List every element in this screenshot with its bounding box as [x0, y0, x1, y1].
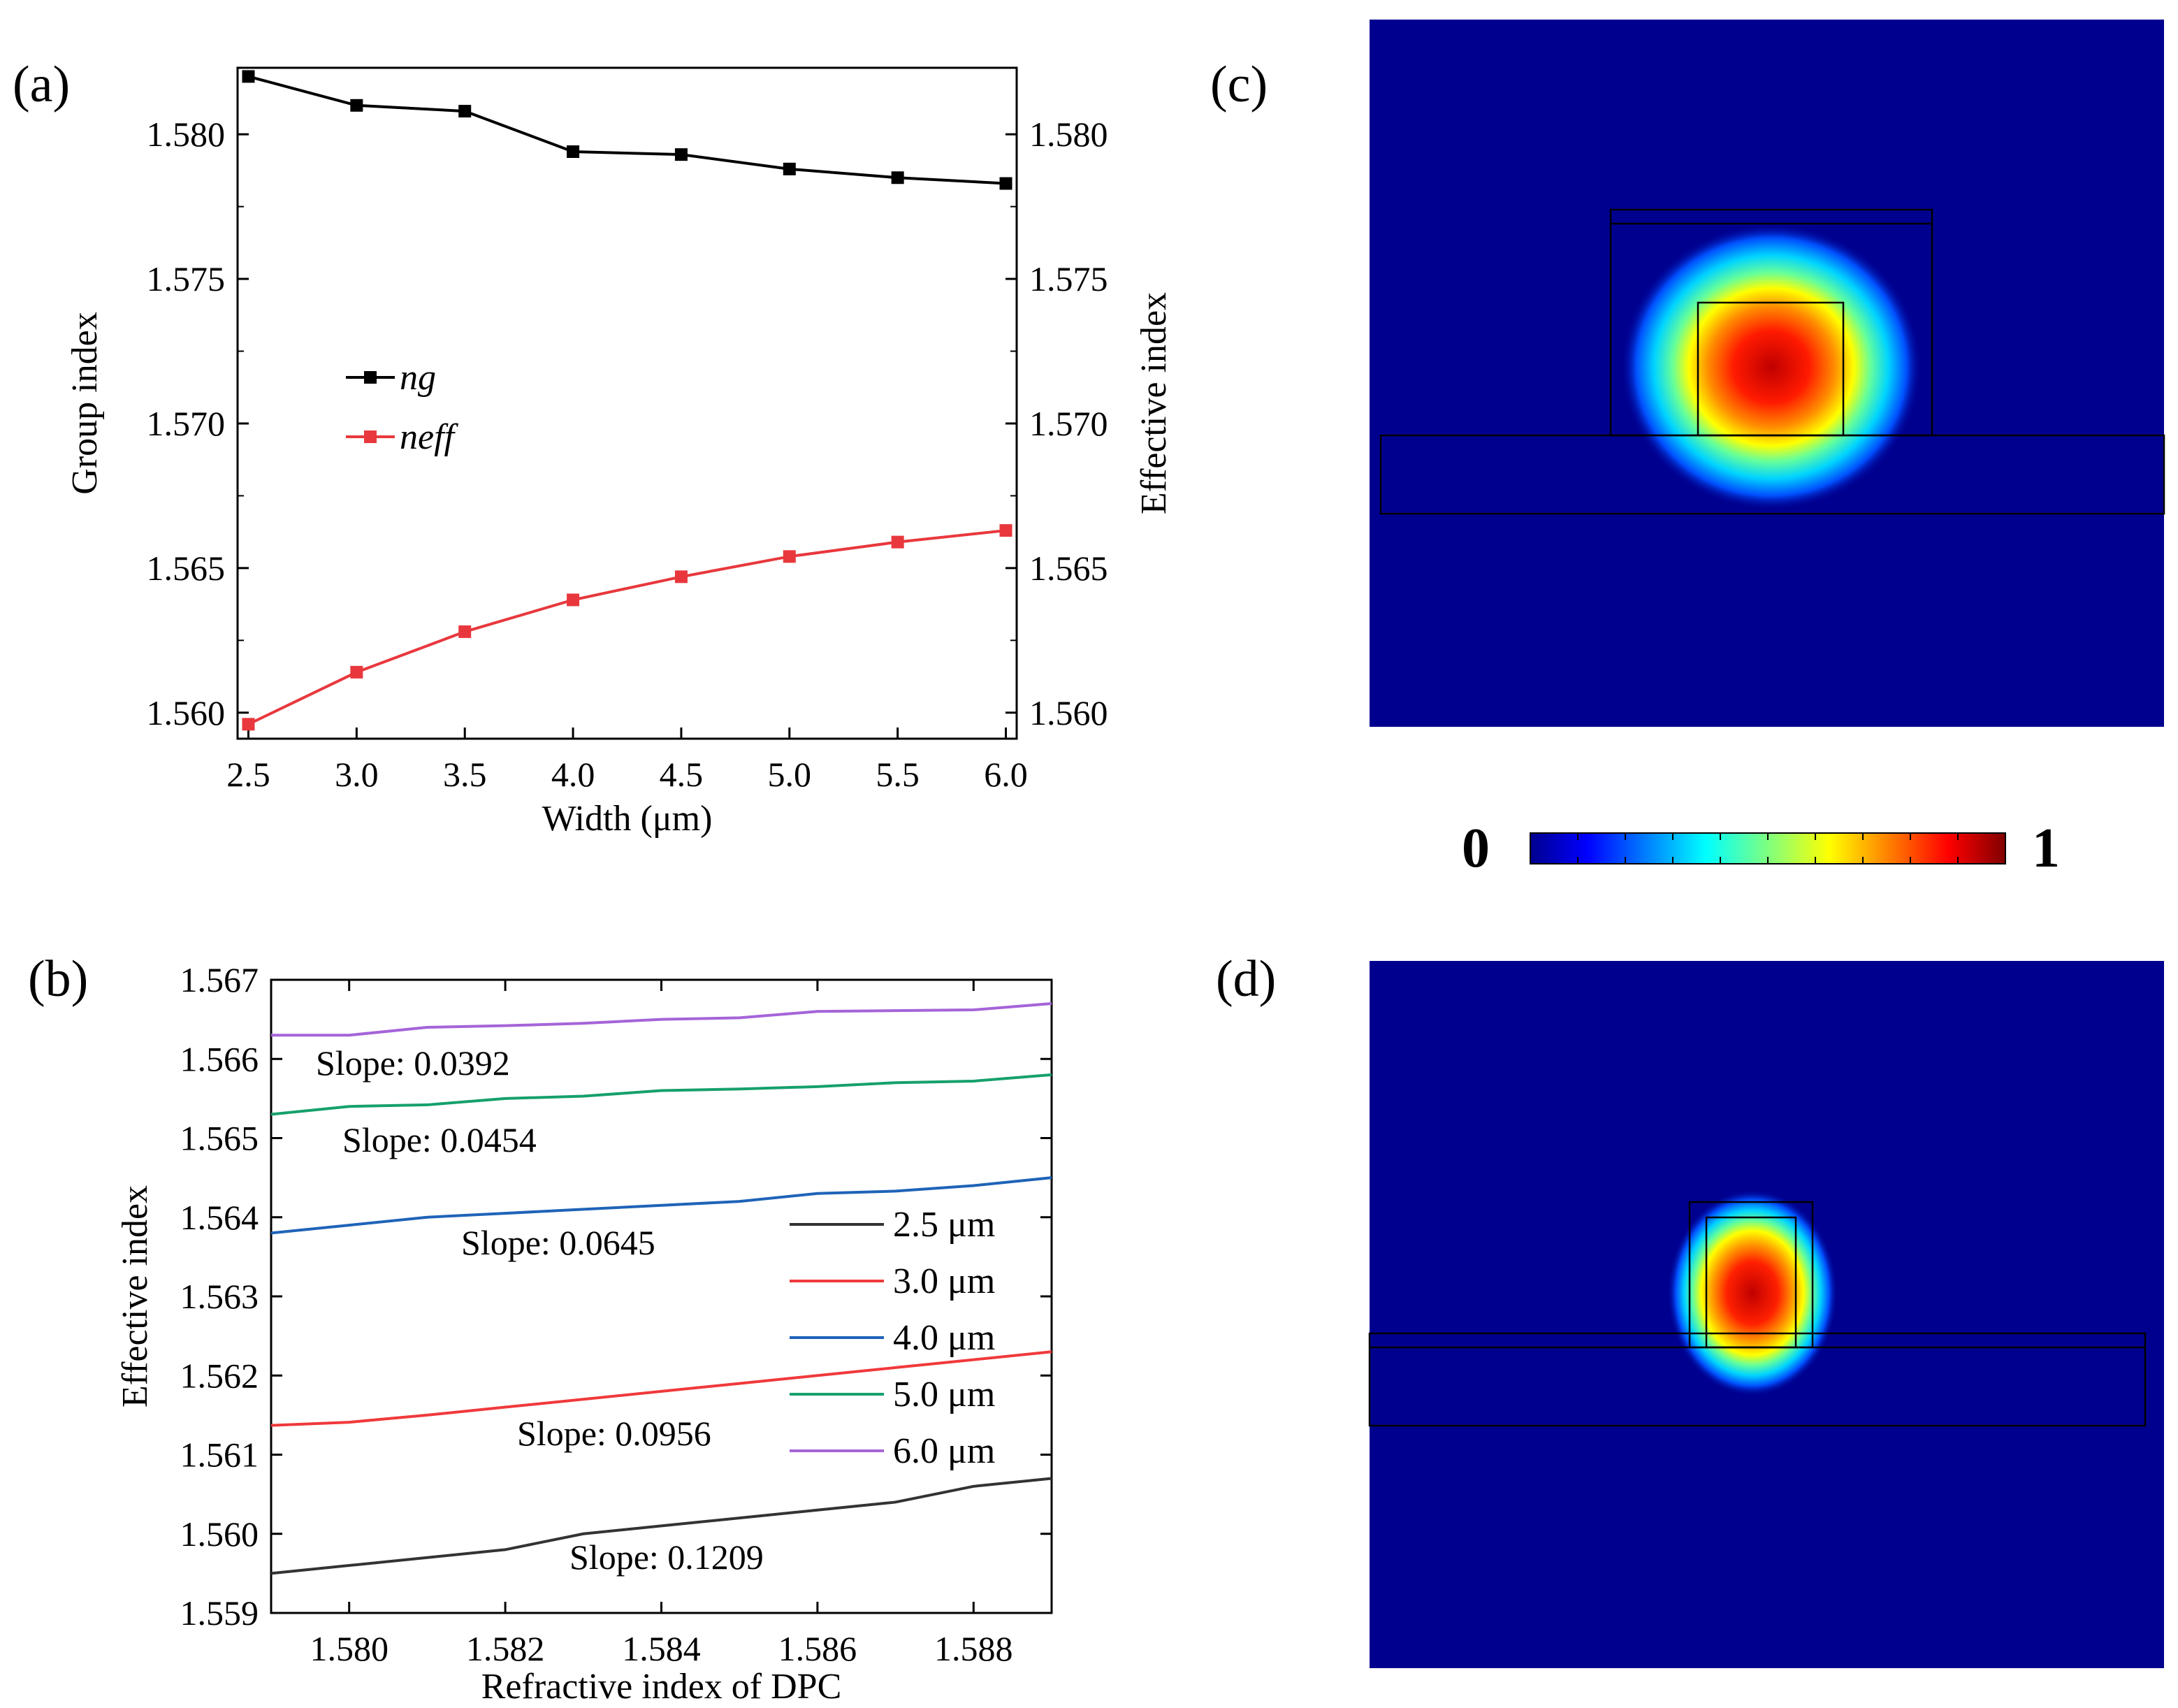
colorbar-max-label: 1 [2032, 818, 2060, 879]
legend-label-4-b: 6.0 μm [893, 1431, 995, 1471]
y-tick-label-right-a: 1.580 [1029, 115, 1108, 154]
y-tick-label-b: 1.565 [180, 1119, 259, 1158]
data-point-neff-a [458, 625, 472, 638]
y-tick-label-left-a: 1.575 [147, 259, 226, 298]
data-point-ng-a [567, 145, 580, 158]
series-line-2-b [270, 1176, 1052, 1235]
data-point-neff-a [567, 593, 580, 607]
panel-label-b: (b) [28, 950, 88, 1008]
slope-annotation-0: Slope: 0.1209 [569, 1537, 764, 1577]
panel-label-a: (a) [13, 56, 70, 113]
y-tick-label-left-a: 1.570 [147, 404, 226, 443]
legend-label-2-b: 4.0 μm [893, 1318, 995, 1358]
y-tick-label-right-a: 1.575 [1029, 259, 1108, 298]
y-axis-title-b: Effective index [115, 1185, 155, 1407]
y-tick-label-b: 1.564 [180, 1198, 259, 1237]
slope-annotation-2: Slope: 0.0645 [461, 1223, 655, 1262]
panel-label-d: (d) [1216, 950, 1276, 1008]
x-tick-label-a: 6.0 [984, 755, 1028, 794]
x-tick-label-b: 1.582 [466, 1629, 545, 1668]
y-tick-label-b: 1.559 [180, 1593, 259, 1633]
y-tick-label-left-a: 1.560 [147, 693, 226, 732]
legend-marker-neff [364, 430, 377, 443]
slope-annotation-1: Slope: 0.0956 [517, 1414, 711, 1453]
data-point-ng-a [674, 148, 688, 161]
data-point-ng-a [783, 162, 796, 175]
x-tick-label-b: 1.588 [934, 1629, 1013, 1668]
series-line-1-b [270, 1350, 1052, 1427]
waveguide-core-d [1705, 1216, 1797, 1349]
series-line-4-b [271, 1001, 1052, 1037]
chart-a: 2.5 3.0 3.5 4.0 4.5 5.0 5.5 6.01.5601.5651.5701… [65, 66, 1174, 839]
waveguide-core-c [1697, 301, 1845, 437]
panel-label-c: (c) [1210, 56, 1268, 113]
x-tick-label-a: 4.0 [551, 755, 595, 794]
mode-spot-c [1621, 224, 1922, 510]
slope-annotation-3: Slope: 0.0454 [342, 1120, 537, 1159]
x-tick-label-a: 5.5 [876, 755, 920, 794]
chart-b: 1.580 1.582 1.584 1.586 1.588 1.559 1.560 1.561… [115, 960, 1053, 1707]
legend-label-ng: ng [400, 358, 436, 398]
x-tick-label-a: 4.5 [660, 755, 704, 794]
y-tick-label-right-a: 1.560 [1029, 693, 1108, 732]
colorbar-min-label: 0 [1462, 818, 1490, 879]
series-line-ng-a [247, 75, 1006, 185]
y-tick-label-right-a: 1.565 [1029, 549, 1108, 588]
y-tick-label-b: 1.562 [180, 1356, 259, 1395]
y-axis-title-left-a: Group index [65, 312, 105, 494]
data-point-neff-a [350, 665, 363, 679]
y-tick-label-b: 1.567 [180, 960, 259, 999]
data-point-ng-a [242, 70, 255, 83]
x-tick-label-b: 1.584 [622, 1629, 701, 1668]
legend-marker-ng [364, 371, 377, 384]
series-line-3-b [270, 1073, 1052, 1116]
y-tick-label-b: 1.560 [180, 1514, 259, 1554]
data-point-neff-a [242, 718, 255, 731]
colorbar: 0 1 [1462, 818, 2060, 879]
slope-annotation-4: Slope: 0.0392 [316, 1043, 510, 1083]
x-tick-label-a: 3.5 [443, 755, 487, 794]
y-tick-label-left-a: 1.580 [147, 115, 226, 154]
y-axis-title-right-a: Effective index [1134, 292, 1174, 514]
x-axis-title-b: Refractive index of DPC [481, 1667, 842, 1707]
y-tick-label-b: 1.566 [180, 1039, 259, 1078]
plot-frame-a [236, 66, 1018, 740]
legend-label-3-b: 5.0 μm [893, 1375, 995, 1414]
series-line-neff-a [247, 529, 1006, 726]
mode-field-d [1368, 961, 2164, 1668]
data-point-ng-a [458, 105, 472, 118]
waveguide-slab-d [1368, 1332, 2147, 1427]
legend-label-0-b: 2.5 μm [893, 1205, 995, 1245]
data-point-neff-a [674, 570, 688, 584]
data-point-neff-a [999, 524, 1012, 537]
data-point-neff-a [891, 535, 904, 549]
colorbar-ticks [1577, 833, 1959, 864]
x-tick-label-b: 1.580 [310, 1629, 389, 1668]
y-tick-label-left-a: 1.565 [147, 549, 226, 588]
data-point-ng-a [999, 177, 1012, 190]
legend-label-1-b: 3.0 μm [893, 1261, 995, 1301]
series-line-0-b [270, 1477, 1052, 1575]
y-tick-label-b: 1.563 [180, 1277, 259, 1316]
x-tick-label-a: 5.0 [768, 755, 812, 794]
x-tick-label-a: 3.0 [335, 755, 379, 794]
x-axis-title-a: Width (μm) [542, 799, 713, 839]
data-point-neff-a [783, 550, 796, 563]
y-tick-label-b: 1.561 [180, 1435, 259, 1475]
y-tick-label-right-a: 1.570 [1029, 404, 1108, 443]
data-point-ng-a [350, 99, 363, 112]
mode-field-c [1370, 20, 2165, 727]
data-point-ng-a [891, 171, 904, 184]
legend-label-neff: neff [400, 417, 459, 457]
x-tick-label-b: 1.586 [778, 1629, 857, 1668]
x-tick-label-a: 2.5 [226, 755, 270, 794]
